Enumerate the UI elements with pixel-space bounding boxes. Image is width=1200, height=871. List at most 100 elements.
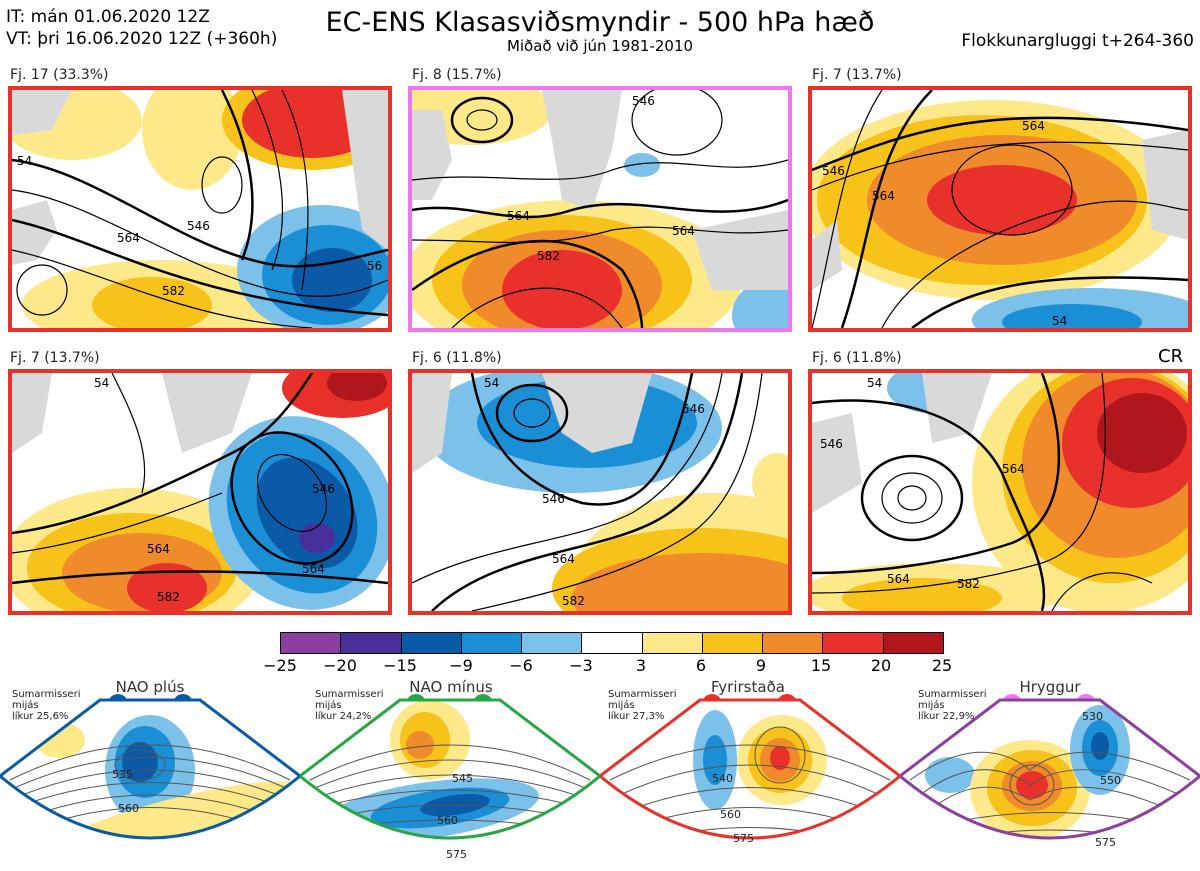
- anomaly-positive: [842, 578, 1002, 611]
- contour-label: 582: [162, 284, 185, 298]
- colorbar-segment: [762, 633, 823, 653]
- anomaly-positive: [327, 373, 387, 401]
- landmass: [812, 413, 862, 513]
- panel-2-label: Fj. 8 (15.7%): [412, 67, 502, 83]
- colorbar-tick: −6: [509, 656, 533, 675]
- regime-4-title: Hryggur: [1019, 678, 1081, 696]
- colorbar-tick: −9: [449, 656, 473, 675]
- page-title: EC-ENS Klasasviðsmyndir - 500 hPa hæð: [325, 7, 875, 38]
- contour-label: 54: [94, 376, 109, 390]
- contour-label: 564: [552, 552, 575, 566]
- anomaly-negative: [624, 153, 660, 177]
- contour-label: 564: [1022, 119, 1045, 133]
- regime-2-map[interactable]: 545 560 575: [300, 690, 600, 871]
- regime-2-caption: Sumarmisseri mijás líkur 24,2%: [315, 689, 384, 722]
- contour-label: 575: [733, 832, 754, 845]
- regime-3-map[interactable]: 540 560 575: [600, 690, 900, 871]
- regime-3-caption: Sumarmisseri mijás líkur 27,3%: [608, 689, 677, 722]
- contour-label: 582: [957, 577, 980, 591]
- landmass: [12, 90, 72, 135]
- contour-label: 564: [302, 562, 325, 576]
- contour-label: 560: [118, 802, 139, 815]
- landmass: [542, 90, 622, 210]
- landmass: [342, 90, 388, 250]
- contour-label: 550: [1100, 774, 1121, 787]
- valid-time: VT: þri 16.06.2020 12Z (+360h): [6, 29, 278, 49]
- contour-label: 54: [1052, 314, 1067, 328]
- contour-label: 582: [157, 590, 180, 604]
- landmass: [12, 200, 57, 265]
- contour-label: 546: [632, 94, 655, 108]
- contour-label: 546: [187, 219, 210, 233]
- landmass: [162, 373, 252, 453]
- regime-1-title: NAO plús: [115, 678, 185, 696]
- contour-label: 535: [112, 768, 133, 781]
- contour-label: 546: [822, 164, 845, 178]
- page-subtitle: Miðað við jún 1981-2010: [506, 37, 694, 55]
- contour-label: 582: [537, 249, 560, 263]
- cluster-map-6[interactable]: 564 546 564 582 54: [808, 369, 1192, 615]
- colorbar-tick: 25: [931, 656, 953, 675]
- cluster-map-4[interactable]: 564 546 564 582 54: [8, 369, 392, 615]
- initial-time: IT: mán 01.06.2020 12Z: [6, 7, 210, 27]
- landmass: [412, 373, 452, 473]
- anomaly-positive: [1097, 393, 1187, 473]
- colorbar-segment: [581, 633, 642, 653]
- colorbar-tick: 3: [635, 656, 647, 675]
- contour-label: 575: [446, 848, 467, 861]
- classification-window: Flokkunargluggi t+264-360: [961, 31, 1194, 51]
- contour-label: 560: [720, 808, 741, 821]
- cluster-map-1[interactable]: 546 564 582 54 56: [8, 86, 392, 332]
- colorbar-segment: [641, 633, 702, 653]
- colorbar-tick: −25: [263, 656, 297, 675]
- landmass: [922, 373, 992, 443]
- colorbar-segment: [400, 633, 461, 653]
- colorbar-segment: [521, 633, 582, 653]
- anomaly-positive: [752, 453, 788, 513]
- contour-label: 546: [682, 402, 705, 416]
- panel-6-label: Fj. 6 (11.8%): [812, 350, 902, 366]
- contour-label: 560: [437, 814, 458, 827]
- colorbar-segment: [281, 633, 341, 653]
- contour-label: 546: [312, 482, 335, 496]
- regime-3-title: Fyrirstaða: [711, 678, 785, 696]
- contour-label: 564: [872, 189, 895, 203]
- contour-label: 54: [867, 376, 882, 390]
- anomaly-negative: [1002, 304, 1142, 328]
- cluster-map-3[interactable]: 564 546 564 54: [808, 86, 1192, 332]
- cluster-map-2[interactable]: 564 582 564 546: [408, 86, 792, 332]
- contour-label: 564: [672, 224, 695, 238]
- contour-label: 54: [484, 376, 499, 390]
- colorbar-tick: 6: [695, 656, 707, 675]
- contour-label: 575: [1095, 836, 1116, 849]
- colorbar-segment: [701, 633, 763, 653]
- regime-4-map[interactable]: 530 550 575: [900, 690, 1200, 871]
- anomaly-positive: [92, 277, 212, 328]
- panel-3-label: Fj. 7 (13.7%): [812, 67, 902, 83]
- contour-label: 54: [17, 154, 32, 168]
- colorbar-tick: 9: [755, 656, 767, 675]
- cluster-map-5[interactable]: 546 564 582 546 54: [408, 369, 792, 615]
- contour-label: 546: [820, 437, 843, 451]
- colorbar-segment: [340, 633, 401, 653]
- colorbar-segment: [460, 633, 522, 653]
- contour-label: 582: [562, 594, 585, 608]
- contour-label: 546: [542, 492, 565, 506]
- contour-label: 540: [712, 772, 733, 785]
- contour-label: 564: [117, 231, 140, 245]
- cr-tag: CR: [1158, 346, 1184, 367]
- run-info: IT: mán 01.06.2020 12Z VT: þri 16.06.202…: [6, 6, 277, 50]
- contour-label: 56: [367, 259, 382, 273]
- anomaly-negative: [732, 280, 788, 328]
- contour-label: 564: [507, 209, 530, 223]
- contour-label: 564: [1002, 462, 1025, 476]
- colorbar-tick: 15: [810, 656, 832, 675]
- panel-1-label: Fj. 17 (33.3%): [10, 67, 109, 83]
- contour-label: 530: [1082, 710, 1103, 723]
- colorbar-tick: −3: [569, 656, 593, 675]
- anomaly-positive: [412, 90, 552, 145]
- colorbar-tick: 20: [870, 656, 892, 675]
- colorbar: [280, 632, 944, 654]
- contour-label: 545: [452, 772, 473, 785]
- regime-1-map[interactable]: 535 560: [0, 690, 300, 871]
